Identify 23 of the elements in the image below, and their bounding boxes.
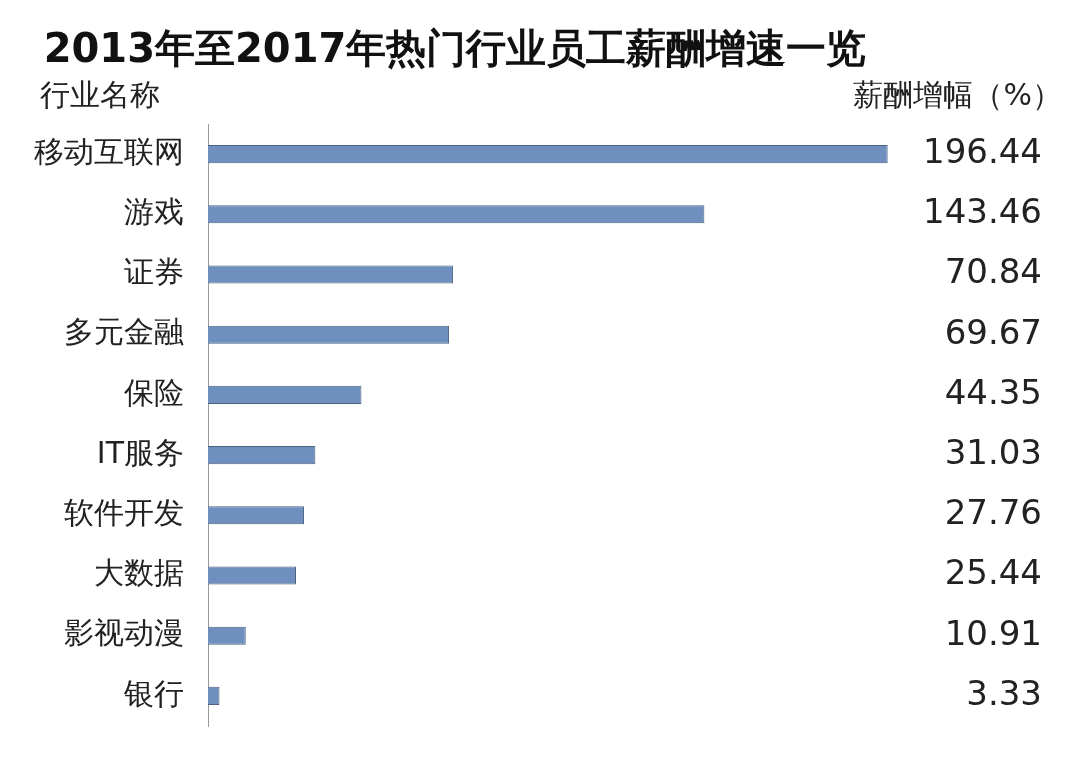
data-label: 196.44 xyxy=(923,130,1042,171)
data-label: 70.84 xyxy=(944,251,1042,292)
data-label: 44.35 xyxy=(944,371,1042,412)
y-tick-label: 多元金融 xyxy=(64,314,184,350)
y-tick-label: 大数据 xyxy=(94,555,184,591)
y-tick-label: 移动互联网 xyxy=(34,133,184,169)
data-label: 10.91 xyxy=(944,612,1042,653)
data-label: 25.44 xyxy=(944,552,1042,593)
data-label: 31.03 xyxy=(944,431,1042,472)
data-label: 143.46 xyxy=(923,191,1042,232)
y-axis-title: 行业名称 xyxy=(40,76,160,112)
y-tick-label: 软件开发 xyxy=(64,495,184,531)
y-tick-label: 银行 xyxy=(123,675,184,711)
y-tick-label: 游戏 xyxy=(124,194,184,230)
x-axis-title: 薪酬增幅（%） xyxy=(853,76,1062,112)
y-tick-label: 证券 xyxy=(124,254,184,290)
y-tick-label: IT服务 xyxy=(96,434,184,470)
y-tick-label: 影视动漫 xyxy=(64,615,184,651)
chart-title: 2013年至2017年热门行业员工薪酬增速一览 xyxy=(43,25,867,72)
data-label: 69.67 xyxy=(944,311,1042,352)
y-tick-label: 保险 xyxy=(124,374,184,410)
data-label: 27.76 xyxy=(944,492,1042,533)
data-label: 3.33 xyxy=(966,672,1042,713)
